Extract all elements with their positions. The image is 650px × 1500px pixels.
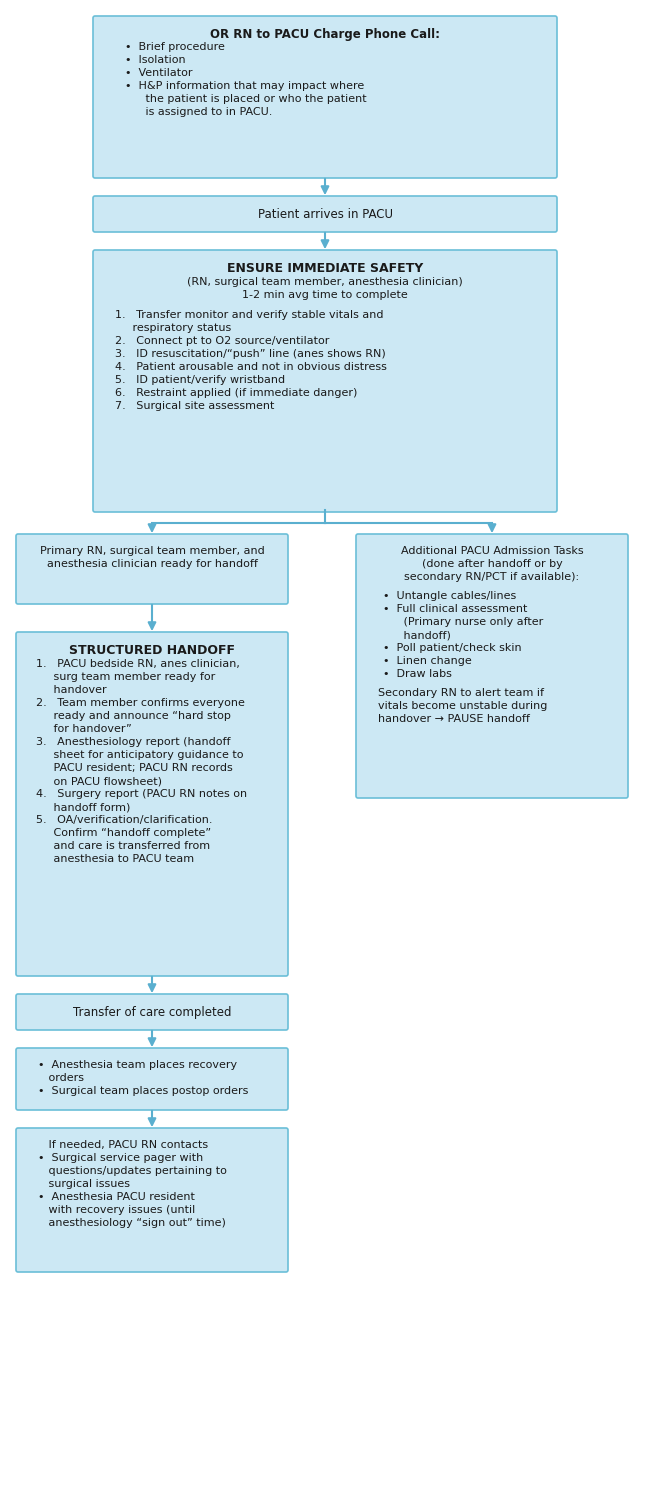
Text: •  Anesthesia PACU resident: • Anesthesia PACU resident [38,1192,195,1202]
Text: ENSURE IMMEDIATE SAFETY: ENSURE IMMEDIATE SAFETY [227,262,423,274]
Text: 2.   Connect pt to O2 source/ventilator: 2. Connect pt to O2 source/ventilator [115,336,330,346]
Text: the patient is placed or who the patient: the patient is placed or who the patient [135,94,367,104]
Text: •  Surgical service pager with: • Surgical service pager with [38,1154,203,1162]
Text: anesthesiology “sign out” time): anesthesiology “sign out” time) [38,1218,226,1228]
FancyBboxPatch shape [16,1048,288,1110]
Text: 6.   Restraint applied (if immediate danger): 6. Restraint applied (if immediate dange… [115,388,358,398]
FancyBboxPatch shape [93,16,557,178]
Text: 2.   Team member confirms everyone: 2. Team member confirms everyone [36,698,245,708]
Text: (done after handoff or by: (done after handoff or by [422,560,562,568]
Text: •  Untangle cables/lines: • Untangle cables/lines [383,591,516,602]
FancyBboxPatch shape [93,196,557,232]
Text: •  Ventilator: • Ventilator [125,68,192,78]
Text: PACU resident; PACU RN records: PACU resident; PACU RN records [36,764,233,772]
Text: Additional PACU Admission Tasks: Additional PACU Admission Tasks [400,546,583,556]
Text: Patient arrives in PACU: Patient arrives in PACU [257,209,393,220]
Text: is assigned to in PACU.: is assigned to in PACU. [135,106,272,117]
FancyBboxPatch shape [16,994,288,1030]
Text: ready and announce “hard stop: ready and announce “hard stop [36,711,231,722]
Text: sheet for anticipatory guidance to: sheet for anticipatory guidance to [36,750,244,760]
Text: 5.   ID patient/verify wristband: 5. ID patient/verify wristband [115,375,285,386]
FancyBboxPatch shape [16,1128,288,1272]
Text: vitals become unstable during: vitals become unstable during [378,700,547,711]
Text: 5.   OA/verification/clarification.: 5. OA/verification/clarification. [36,815,213,825]
Text: anesthesia to PACU team: anesthesia to PACU team [36,853,194,864]
Text: Transfer of care completed: Transfer of care completed [73,1007,231,1019]
Text: respiratory status: respiratory status [115,322,231,333]
FancyBboxPatch shape [16,534,288,604]
Text: •  H&P information that may impact where: • H&P information that may impact where [125,81,364,92]
FancyBboxPatch shape [16,632,288,976]
Text: OR RN to PACU Charge Phone Call:: OR RN to PACU Charge Phone Call: [210,28,440,40]
Text: Primary RN, surgical team member, and: Primary RN, surgical team member, and [40,546,265,556]
Text: Confirm “handoff complete”: Confirm “handoff complete” [36,828,211,839]
Text: 3.   ID resuscitation/“push” line (anes shows RN): 3. ID resuscitation/“push” line (anes sh… [115,350,385,358]
Text: 4.   Patient arousable and not in obvious distress: 4. Patient arousable and not in obvious … [115,362,387,372]
Text: •  Poll patient/check skin: • Poll patient/check skin [383,644,521,652]
Text: handover: handover [36,686,107,694]
Text: surg team member ready for: surg team member ready for [36,672,215,682]
Text: anesthesia clinician ready for handoff: anesthesia clinician ready for handoff [47,560,257,568]
Text: (Primary nurse only after: (Primary nurse only after [393,616,543,627]
Text: If needed, PACU RN contacts: If needed, PACU RN contacts [38,1140,208,1150]
Text: (RN, surgical team member, anesthesia clinician): (RN, surgical team member, anesthesia cl… [187,278,463,286]
Text: •  Linen change: • Linen change [383,656,472,666]
Text: on PACU flowsheet): on PACU flowsheet) [36,776,162,786]
Text: questions/updates pertaining to: questions/updates pertaining to [38,1166,227,1176]
Text: handoff form): handoff form) [36,802,131,812]
Text: Secondary RN to alert team if: Secondary RN to alert team if [378,688,544,698]
Text: 1-2 min avg time to complete: 1-2 min avg time to complete [242,290,408,300]
Text: 1.   PACU bedside RN, anes clinician,: 1. PACU bedside RN, anes clinician, [36,658,240,669]
Text: orders: orders [38,1072,84,1083]
Text: handover → PAUSE handoff: handover → PAUSE handoff [378,714,530,724]
Text: 7.   Surgical site assessment: 7. Surgical site assessment [115,400,274,411]
Text: STRUCTURED HANDOFF: STRUCTURED HANDOFF [69,644,235,657]
Text: secondary RN/PCT if available):: secondary RN/PCT if available): [404,572,580,582]
Text: handoff): handoff) [393,630,451,640]
Text: and care is transferred from: and care is transferred from [36,842,210,850]
Text: with recovery issues (until: with recovery issues (until [38,1204,195,1215]
Text: •  Brief procedure: • Brief procedure [125,42,225,52]
Text: surgical issues: surgical issues [38,1179,130,1190]
Text: 4.   Surgery report (PACU RN notes on: 4. Surgery report (PACU RN notes on [36,789,247,800]
Text: •  Surgical team places postop orders: • Surgical team places postop orders [38,1086,248,1096]
Text: for handover”: for handover” [36,724,132,734]
Text: 3.   Anesthesiology report (handoff: 3. Anesthesiology report (handoff [36,736,231,747]
Text: 1.   Transfer monitor and verify stable vitals and: 1. Transfer monitor and verify stable vi… [115,310,384,320]
FancyBboxPatch shape [356,534,628,798]
Text: •  Full clinical assessment: • Full clinical assessment [383,604,527,613]
Text: •  Anesthesia team places recovery: • Anesthesia team places recovery [38,1060,237,1070]
Text: •  Isolation: • Isolation [125,56,186,64]
FancyBboxPatch shape [93,251,557,512]
Text: •  Draw labs: • Draw labs [383,669,452,680]
